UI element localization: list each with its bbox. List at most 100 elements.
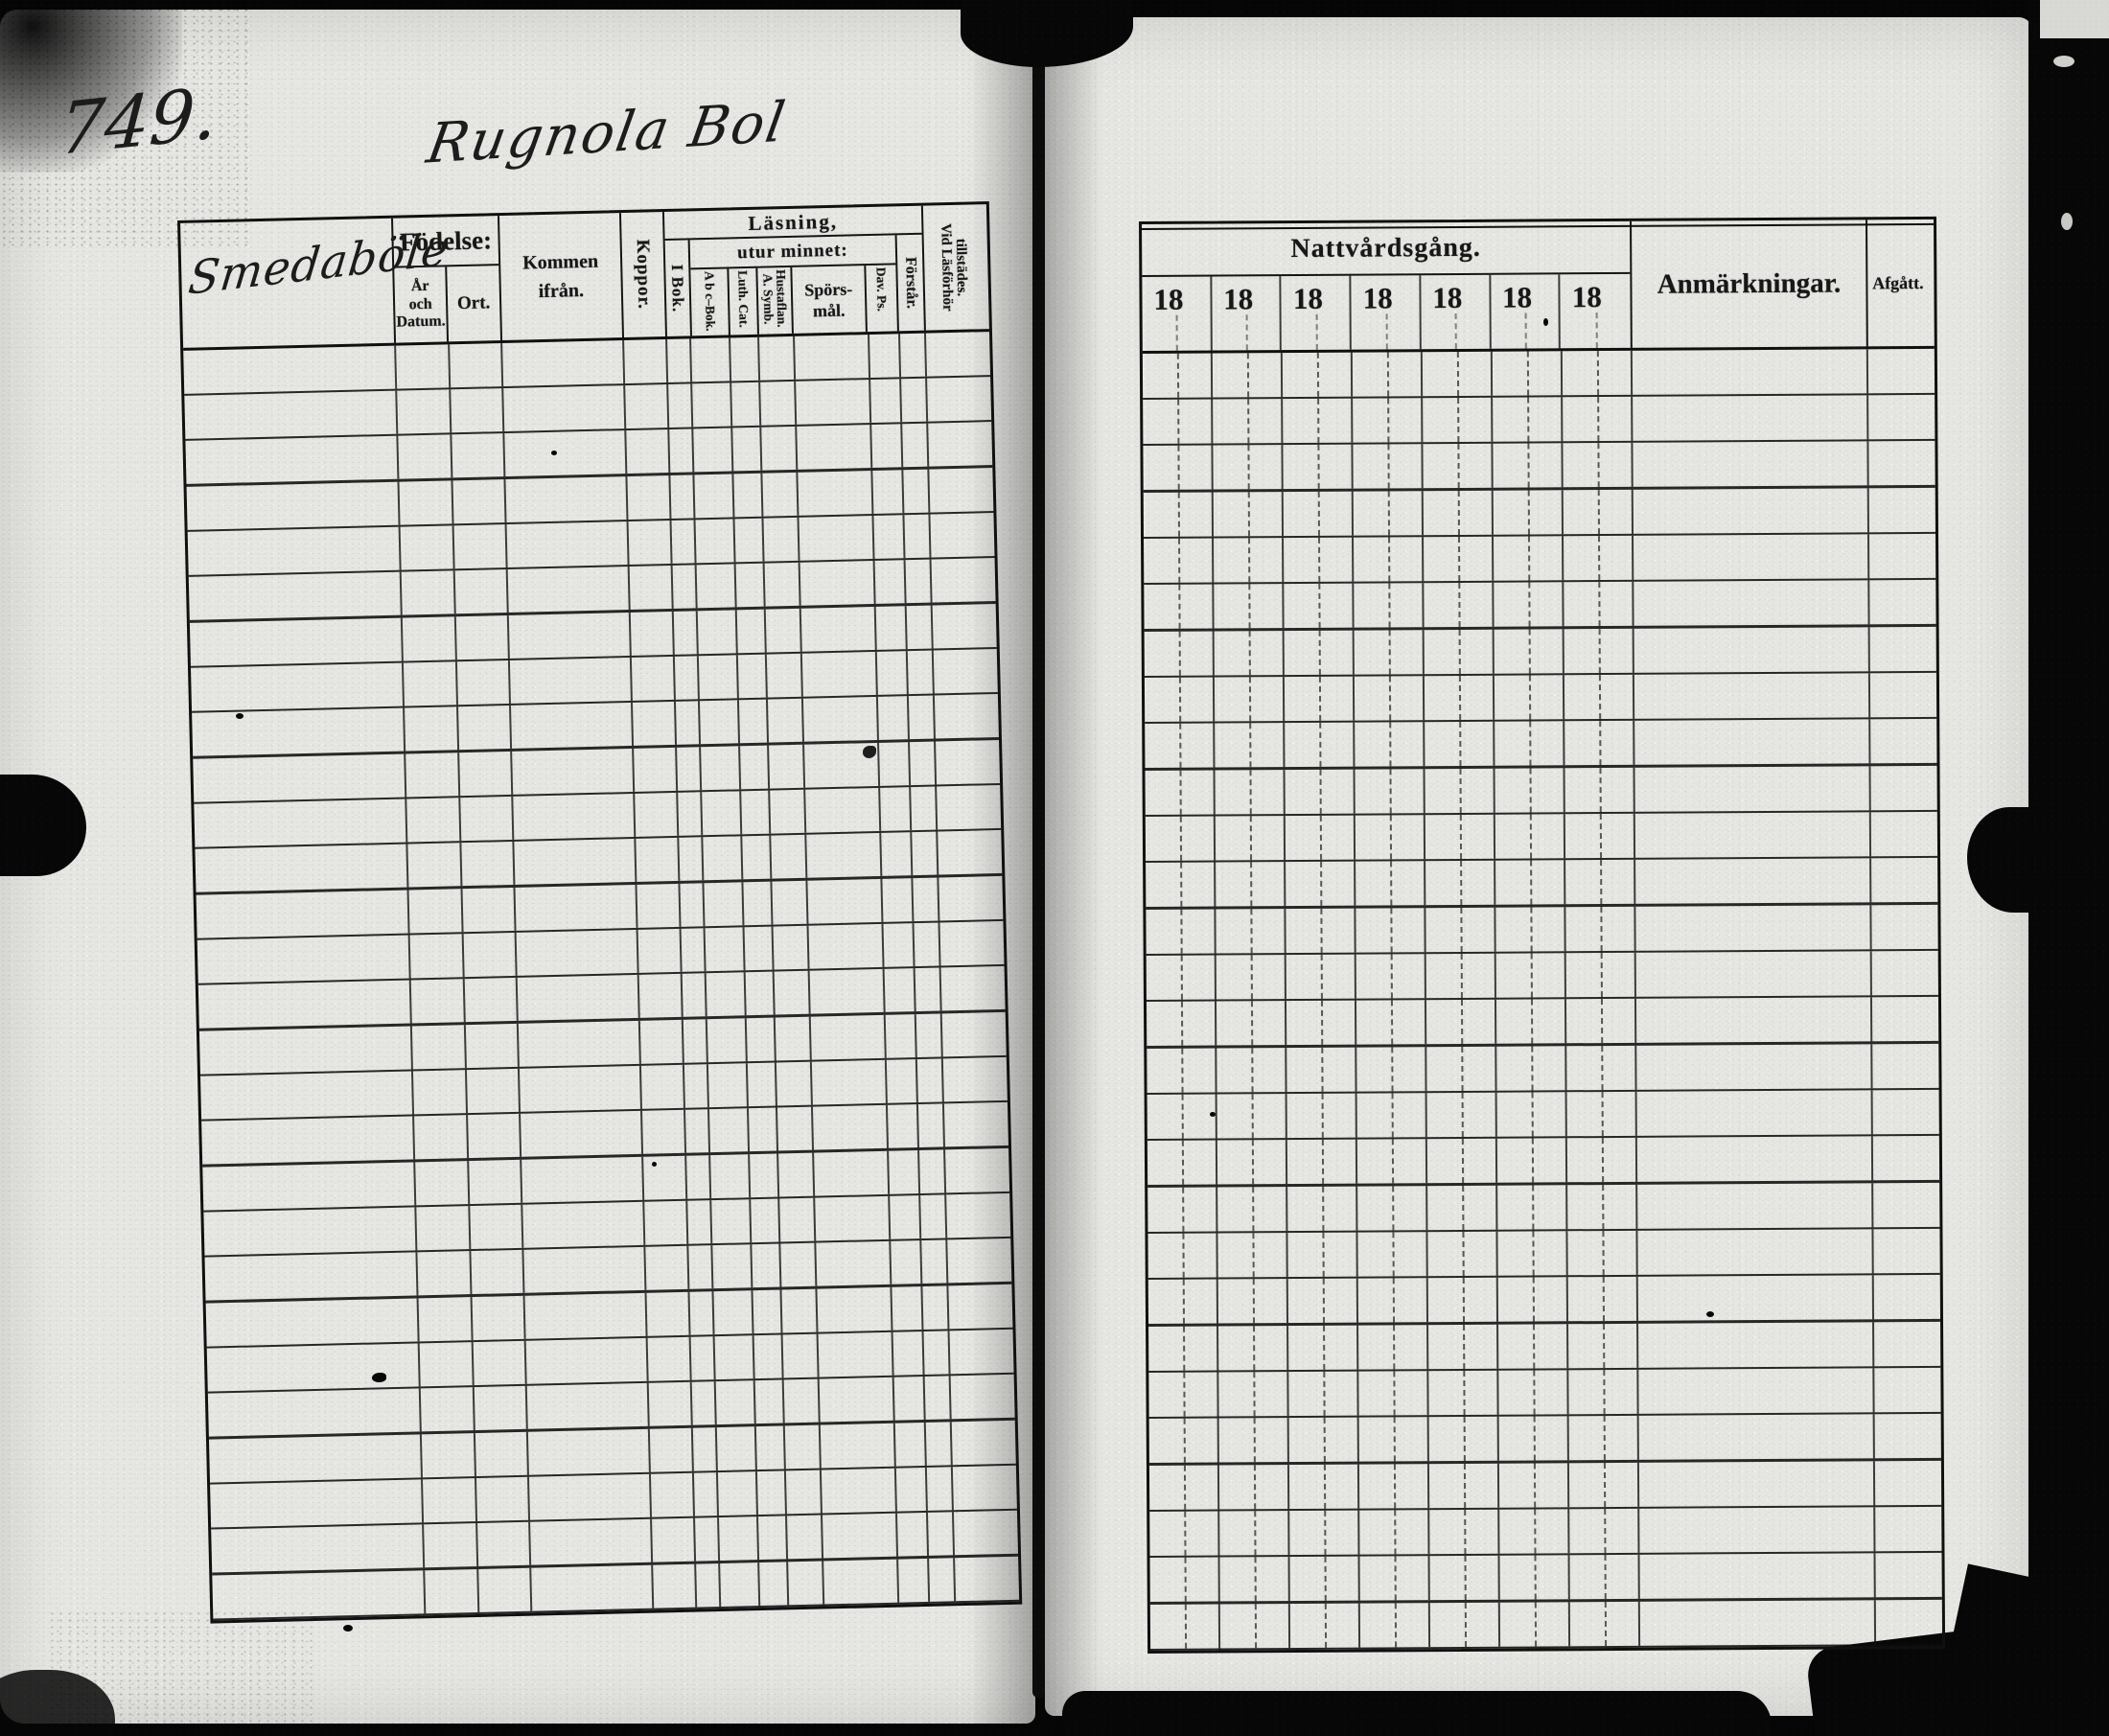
table-cell [1424,675,1495,721]
table-cell [649,1427,694,1472]
table-cell [699,700,741,745]
table-cell [780,1242,818,1287]
table-cell [1284,537,1355,583]
table-cell [1214,538,1285,583]
table-row [1148,1460,1942,1512]
table-cell [206,1343,421,1392]
table-cell [954,1511,1012,1555]
table-cell [396,344,452,389]
table-row [1144,672,1937,724]
table-cell [1423,490,1495,536]
table-cell [1215,723,1286,768]
table-cell [927,377,985,421]
table-cell [398,434,453,479]
table-cell [811,1059,888,1105]
table-cell [1422,351,1494,397]
table-cell [458,705,513,751]
table-cell [1145,770,1216,815]
table-cell [674,656,700,700]
table-cell [643,1155,688,1200]
table-cell [475,1476,531,1522]
table-cell [1639,1553,1876,1599]
table-cell [904,514,932,559]
table-cell [1496,1138,1568,1183]
table-row [1147,1182,1940,1234]
table-cell [1564,581,1634,627]
table-cell [766,653,803,698]
table-cell [889,1150,921,1194]
table-cell [1148,1418,1219,1463]
table-cell [784,1424,822,1470]
table-cell [1146,909,1217,954]
table-cell [1565,906,1636,952]
table-cell [776,1106,815,1151]
table-cell [1876,1600,1936,1644]
table-cell [1354,583,1425,628]
table-cell [1635,997,1873,1043]
table-cell [800,560,876,606]
table-cell [1870,627,1931,671]
table-cell [1286,1000,1357,1046]
abc-book-header-label: A b c–Bok. [702,270,718,332]
table-cell [892,1285,924,1331]
table-cell [677,747,703,791]
table-cell [503,385,627,432]
table-cell [684,1064,709,1108]
table-cell [924,1376,952,1420]
table-cell [696,564,737,609]
table-cell [734,518,765,563]
table-cell [703,836,744,881]
table-cell [929,468,987,512]
table-cell [1359,1510,1430,1555]
table-cell [948,1285,1007,1329]
table-cell [425,1568,480,1614]
table-cell [693,428,734,473]
table-cell [1353,444,1424,489]
table-cell [1495,999,1567,1044]
table-cell [947,1238,1006,1283]
table-cell [1636,1136,1874,1182]
table-cell [1869,534,1930,578]
table-cell [761,426,799,471]
table-cell [754,1379,785,1424]
table-cell [953,1466,1011,1510]
table-cell [1287,1186,1358,1232]
table-cell [788,1561,825,1606]
table-cell [207,1388,422,1437]
table-cell [196,890,410,938]
table-cell [744,926,775,971]
table-cell [1568,1369,1639,1415]
table-cell [753,1289,783,1334]
table-cell [652,1517,697,1562]
table-cell [933,604,991,648]
table-cell [1427,1231,1498,1277]
table-cell [785,1470,823,1515]
table-row [1144,533,1936,585]
table-cell [1874,1275,1935,1319]
table-cell [1873,1229,1934,1273]
table-row [1143,440,1935,493]
ink-smudge [863,746,876,758]
table-cell [512,748,636,795]
table-cell [506,521,630,567]
table-cell [1872,1044,1933,1088]
table-cell [637,928,683,973]
table-cell [456,660,511,706]
table-cell [197,935,411,984]
table-row [1148,1413,1941,1466]
table-cell [1215,816,1286,861]
table-cell [1353,491,1425,536]
table-cell [1498,1463,1570,1508]
table-cell [415,1161,471,1206]
table-cell [631,656,676,701]
table-cell [907,650,935,695]
table-cell [1424,536,1495,582]
table-cell [736,609,767,654]
table-cell [881,832,914,876]
scan-artifact [0,0,182,173]
table-cell [523,1246,647,1293]
table-cell [1147,1140,1218,1185]
table-cell [189,617,404,666]
table-cell [679,837,705,881]
table-cell [899,333,928,378]
